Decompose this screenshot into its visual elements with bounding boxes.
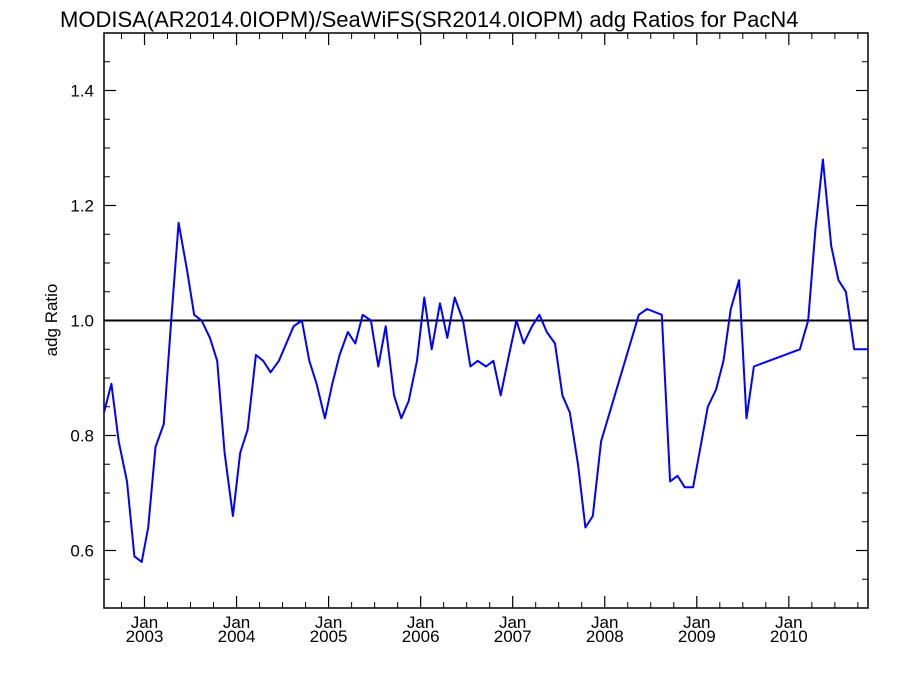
x-tick-year-label: 2004 xyxy=(218,627,256,646)
chart-title: MODISA(AR2014.0IOPM)/SeaWiFS(SR2014.0IOP… xyxy=(60,7,798,32)
plot-area: 0.60.81.01.21.4Jan2003Jan2004Jan2005Jan2… xyxy=(70,32,869,646)
y-tick-label: 0.8 xyxy=(70,427,94,446)
series-line xyxy=(103,158,868,563)
x-tick-year-label: 2003 xyxy=(126,627,164,646)
x-tick-month-label: Jan xyxy=(407,613,434,632)
x-tick-month-label: Jan xyxy=(223,613,250,632)
x-tick-month-label: Jan xyxy=(499,613,526,632)
x-tick-year-label: 2005 xyxy=(310,627,348,646)
y-tick-label: 1.4 xyxy=(70,82,94,101)
y-tick-label: 0.6 xyxy=(70,542,94,561)
x-tick-year-label: 2007 xyxy=(494,627,532,646)
x-tick-year-label: 2006 xyxy=(402,627,440,646)
x-tick-month-label: Jan xyxy=(775,613,802,632)
y-axis-label: adg Ratio xyxy=(42,284,61,357)
x-tick-month-label: Jan xyxy=(131,613,158,632)
y-tick-label: 1.0 xyxy=(70,312,94,331)
x-tick-month-label: Jan xyxy=(683,613,710,632)
x-tick-year-label: 2009 xyxy=(678,627,716,646)
y-tick-label: 1.2 xyxy=(70,197,94,216)
x-tick-year-label: 2010 xyxy=(770,627,808,646)
x-tick-month-label: Jan xyxy=(315,613,342,632)
x-tick-month-label: Jan xyxy=(591,613,618,632)
x-tick-year-label: 2008 xyxy=(586,627,624,646)
